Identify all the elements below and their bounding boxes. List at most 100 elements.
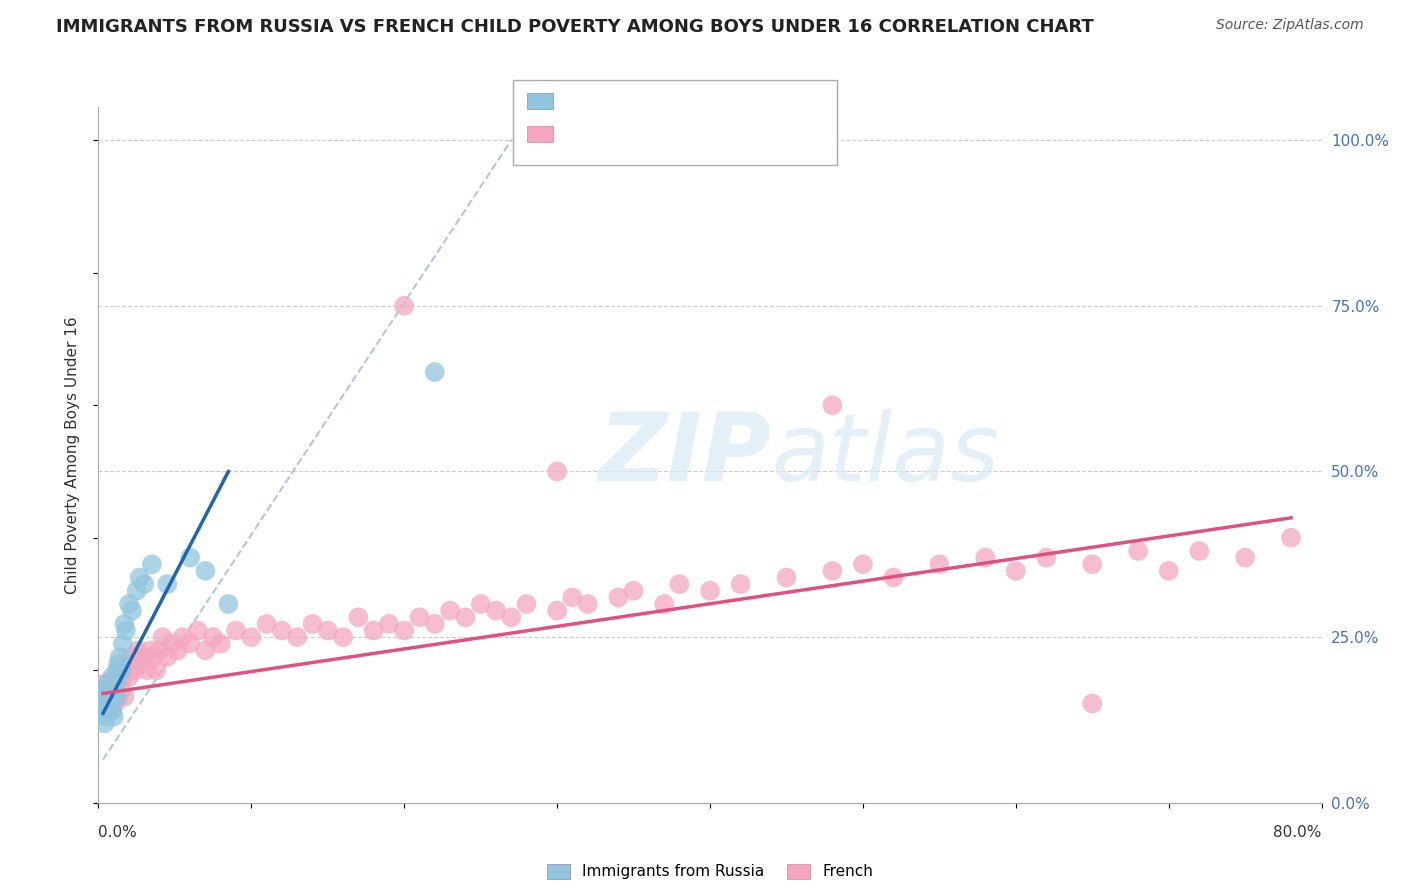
Point bbox=[156, 577, 179, 591]
Point bbox=[285, 630, 308, 644]
Point bbox=[392, 299, 416, 313]
Point bbox=[91, 703, 114, 717]
Point bbox=[240, 630, 263, 644]
Point bbox=[179, 550, 201, 565]
Point bbox=[108, 650, 131, 665]
Text: ZIP: ZIP bbox=[599, 409, 772, 501]
Text: 84: 84 bbox=[692, 127, 713, 141]
Point bbox=[202, 630, 225, 644]
Point bbox=[194, 643, 217, 657]
Point bbox=[546, 465, 568, 479]
Point bbox=[1128, 544, 1150, 558]
Point bbox=[852, 558, 875, 572]
Point bbox=[974, 550, 997, 565]
Point bbox=[378, 616, 401, 631]
Point bbox=[167, 643, 190, 657]
Point bbox=[110, 683, 132, 698]
Point bbox=[775, 570, 797, 584]
Point bbox=[152, 630, 174, 644]
Point bbox=[623, 583, 645, 598]
Point bbox=[730, 577, 752, 591]
Point bbox=[94, 709, 117, 723]
Point bbox=[270, 624, 292, 638]
Point bbox=[104, 683, 127, 698]
Text: 0.330: 0.330 bbox=[605, 127, 652, 141]
Point bbox=[332, 630, 354, 644]
Point bbox=[1188, 544, 1211, 558]
Point bbox=[209, 637, 232, 651]
Point bbox=[217, 597, 239, 611]
Point bbox=[423, 365, 446, 379]
Point bbox=[501, 610, 523, 624]
Point bbox=[256, 616, 278, 631]
Point bbox=[128, 570, 150, 584]
Point bbox=[1234, 550, 1257, 565]
Point bbox=[103, 709, 125, 723]
Point bbox=[883, 570, 905, 584]
Point bbox=[134, 577, 156, 591]
Point bbox=[101, 703, 124, 717]
Point bbox=[100, 697, 122, 711]
Y-axis label: Child Poverty Among Boys Under 16: Child Poverty Among Boys Under 16 bbox=[65, 316, 80, 594]
Text: IMMIGRANTS FROM RUSSIA VS FRENCH CHILD POVERTY AMONG BOYS UNDER 16 CORRELATION C: IMMIGRANTS FROM RUSSIA VS FRENCH CHILD P… bbox=[56, 18, 1094, 36]
Point bbox=[576, 597, 599, 611]
Point bbox=[392, 624, 416, 638]
Point bbox=[103, 683, 125, 698]
Point bbox=[485, 604, 508, 618]
Point bbox=[145, 663, 167, 677]
Point bbox=[111, 637, 134, 651]
Point bbox=[652, 597, 675, 611]
Point bbox=[129, 657, 152, 671]
Legend: Immigrants from Russia, French: Immigrants from Russia, French bbox=[541, 857, 879, 886]
Point bbox=[98, 697, 121, 711]
Point bbox=[136, 663, 159, 677]
Text: R =: R = bbox=[562, 127, 596, 141]
Point bbox=[94, 683, 117, 698]
Point bbox=[93, 676, 115, 690]
Text: R =: R = bbox=[562, 94, 596, 108]
Point bbox=[408, 610, 430, 624]
Point bbox=[124, 663, 146, 677]
Point bbox=[821, 564, 844, 578]
Point bbox=[172, 630, 194, 644]
Point bbox=[470, 597, 492, 611]
Point bbox=[104, 697, 127, 711]
Point bbox=[91, 690, 114, 704]
Point bbox=[118, 597, 141, 611]
Point bbox=[121, 650, 143, 665]
Text: 37: 37 bbox=[692, 94, 713, 108]
Point bbox=[187, 624, 209, 638]
Point bbox=[928, 558, 950, 572]
Point bbox=[110, 663, 132, 677]
Point bbox=[1157, 564, 1180, 578]
Point bbox=[107, 690, 129, 704]
Point bbox=[1081, 558, 1104, 572]
Point bbox=[105, 663, 128, 677]
Point bbox=[821, 398, 844, 412]
Point bbox=[516, 597, 538, 611]
Point bbox=[179, 637, 201, 651]
Point bbox=[454, 610, 477, 624]
Point bbox=[121, 604, 143, 618]
Point bbox=[115, 624, 138, 638]
Point bbox=[134, 650, 156, 665]
Point bbox=[225, 624, 247, 638]
Point bbox=[107, 670, 129, 684]
Point bbox=[93, 690, 115, 704]
Point bbox=[439, 604, 461, 618]
Point bbox=[141, 558, 163, 572]
Point bbox=[101, 670, 124, 684]
Point bbox=[546, 604, 568, 618]
Point bbox=[93, 716, 115, 731]
Text: N =: N = bbox=[654, 127, 688, 141]
Point bbox=[1035, 550, 1057, 565]
Point bbox=[108, 663, 131, 677]
Point bbox=[142, 650, 165, 665]
Point bbox=[363, 624, 385, 638]
Point bbox=[118, 670, 141, 684]
Point bbox=[1004, 564, 1026, 578]
Point bbox=[112, 690, 135, 704]
Point bbox=[100, 683, 122, 698]
Point bbox=[347, 610, 370, 624]
Point bbox=[561, 591, 583, 605]
